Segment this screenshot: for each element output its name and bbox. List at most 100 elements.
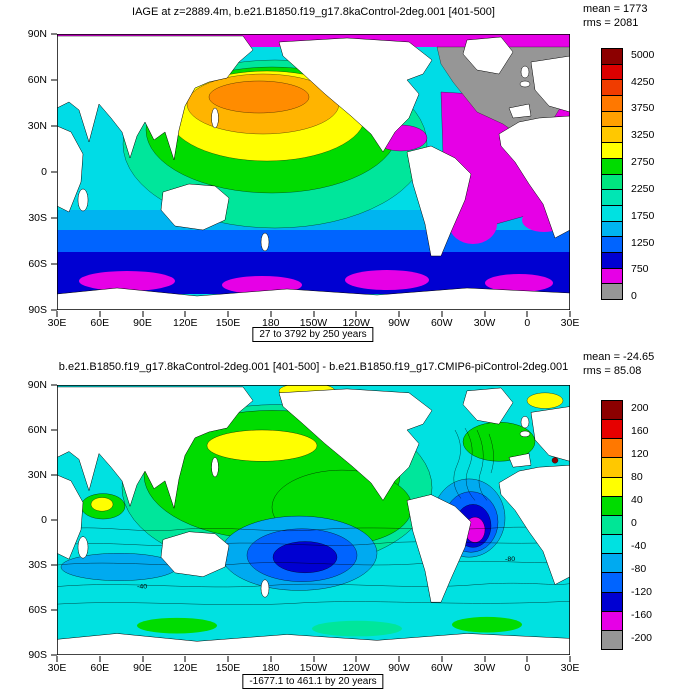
lon-tick-label: 150E [215,662,241,674]
colorbar-tick-label: 1250 [631,236,655,249]
colorbar-tick-label: -160 [631,608,653,621]
colorbar-tick-label: 120 [631,447,649,460]
top-contour-range-label: 27 to 3792 by 250 years [252,327,374,342]
colorbar-tick-label: 750 [631,263,649,276]
colorbar-swatches [601,48,623,300]
colorbar-swatch [602,126,622,143]
lon-tick [355,311,357,317]
bottom-panel: mean = -24.65 rms = 85.08 b.e21.B1850.f1… [0,350,700,700]
lon-tick [227,656,229,662]
lat-tick [51,474,57,476]
colorbar-swatch [602,514,622,535]
colorbar-swatch [602,401,622,420]
lon-tick [484,656,485,662]
lat-tick [51,654,57,656]
lon-tick [56,311,58,317]
colorbar-tick-label: 5000 [631,49,655,62]
lon-tick-label: 0 [524,317,531,329]
colorbar-swatch [602,220,622,237]
bottom-mean-value: mean = -24.65 [583,351,655,363]
lat-tick [51,519,57,521]
lat-tick [51,609,57,611]
lat-tick-label: 60S [28,258,47,270]
colorbar-swatch [602,204,622,221]
lon-tick [99,311,101,317]
colorbar-labels: 200 160 120 80 40 0 -40 -80 -120 -160 -200 [631,400,677,650]
lat-tick-label: 0 [41,166,47,178]
top-map-svg [57,34,570,310]
lon-tick-label: 30W [473,662,496,674]
lat-tick [51,79,57,81]
lon-tick-label: 30W [473,317,496,329]
lon-tick [441,311,443,317]
colorbar-swatches [601,400,623,650]
colorbar-tick-label: 3250 [631,129,655,142]
colorbar-swatch [602,419,622,439]
colorbar-swatch [602,173,622,190]
lat-tick-label: 90S [28,304,47,316]
lon-tick [99,656,101,662]
colorbar-swatch [602,629,622,650]
colorbar-swatch [602,438,622,458]
lon-tick [227,311,229,317]
lon-tick-label: 150E [215,317,241,329]
colorbar-tick-label: -40 [631,539,647,552]
colorbar-swatch [602,236,622,252]
bottom-contour-range-label: -1677.1 to 461.1 by 20 years [242,674,384,689]
top-lat-axis: 90N 60N 30N 0 30S 60S 90S [11,28,57,316]
contour-label-minus80: -80 [505,556,515,563]
lon-tick [355,656,357,662]
colorbar-swatch [602,49,622,64]
lat-tick-label: 60N [27,74,47,86]
top-plot-title: IAGE at z=2889.4m, b.e21.B1850.f19_g17.8… [132,6,495,18]
colorbar-tick-label: 1750 [631,209,655,222]
lon-tick [398,656,400,662]
lat-tick [51,384,57,386]
contour-label-minus40: -40 [137,584,147,591]
lon-tick [270,656,272,662]
lon-tick [313,311,314,317]
lat-tick-label: 30N [27,120,47,132]
lat-tick-label: 90N [27,28,47,40]
colorbar-swatch [602,189,622,205]
colorbar-swatch [602,495,622,515]
lon-tick-label: 150W [299,662,328,674]
top-map: 90N 60N 30N 0 30S 60S 90S 30E 60E 90E 120E 150E 180… [28,28,580,329]
colorbar-tick-label: -200 [631,631,653,644]
lon-tick-label: 120W [342,662,370,674]
colorbar-tick-label: 0 [631,289,637,302]
lat-tick [51,263,57,265]
lon-tick [184,656,186,662]
colorbar-tick-label: 2250 [631,182,655,195]
colorbar-swatch [602,251,622,268]
lat-tick [51,429,57,431]
lon-tick-label: 30E [560,317,580,329]
bottom-colorbar: 200 160 120 80 40 0 -40 -80 -120 -160 -200 [601,400,652,650]
bottom-lon-axis: 30E 60E 90E 120E 150E 180 150W 120W 90W 60W 30W 0 30… [48,655,579,679]
lon-tick-label: 90E [133,317,152,329]
lat-tick-label: 60N [27,424,47,436]
lon-tick-label: 60E [90,662,110,674]
colorbar-labels: 5000 4250 3750 3250 2750 2250 1750 1250 750 0 [631,48,677,302]
top-rms-value: rms = 2081 [583,17,639,29]
colorbar-tick-label: 4250 [631,75,655,88]
lon-tick-label: 150W [299,317,328,329]
colorbar-tick-label: 160 [631,424,649,437]
lat-tick-label: 30N [27,469,47,481]
colorbar-tick-label: 80 [631,470,643,483]
colorbar-swatch [602,283,622,299]
top-panel: mean = 1773 rms = 2081 IAGE at z=2889.4m… [28,3,677,342]
lon-tick [569,656,571,662]
colorbar-swatch [602,534,622,554]
lon-tick-label: 90E [133,662,152,674]
lon-tick [313,656,314,662]
lon-tick-label: 60W [430,317,453,329]
lat-tick-label: 90S [28,649,47,661]
lon-tick [56,656,58,662]
bottom-plot-title: b.e21.B1850.f19_g17.8kaControl-2deg.001 … [58,361,569,373]
lat-tick [51,217,57,219]
colorbar-tick-label: 2750 [631,156,655,169]
colorbar-swatch [602,476,622,496]
lon-tick [142,311,143,317]
